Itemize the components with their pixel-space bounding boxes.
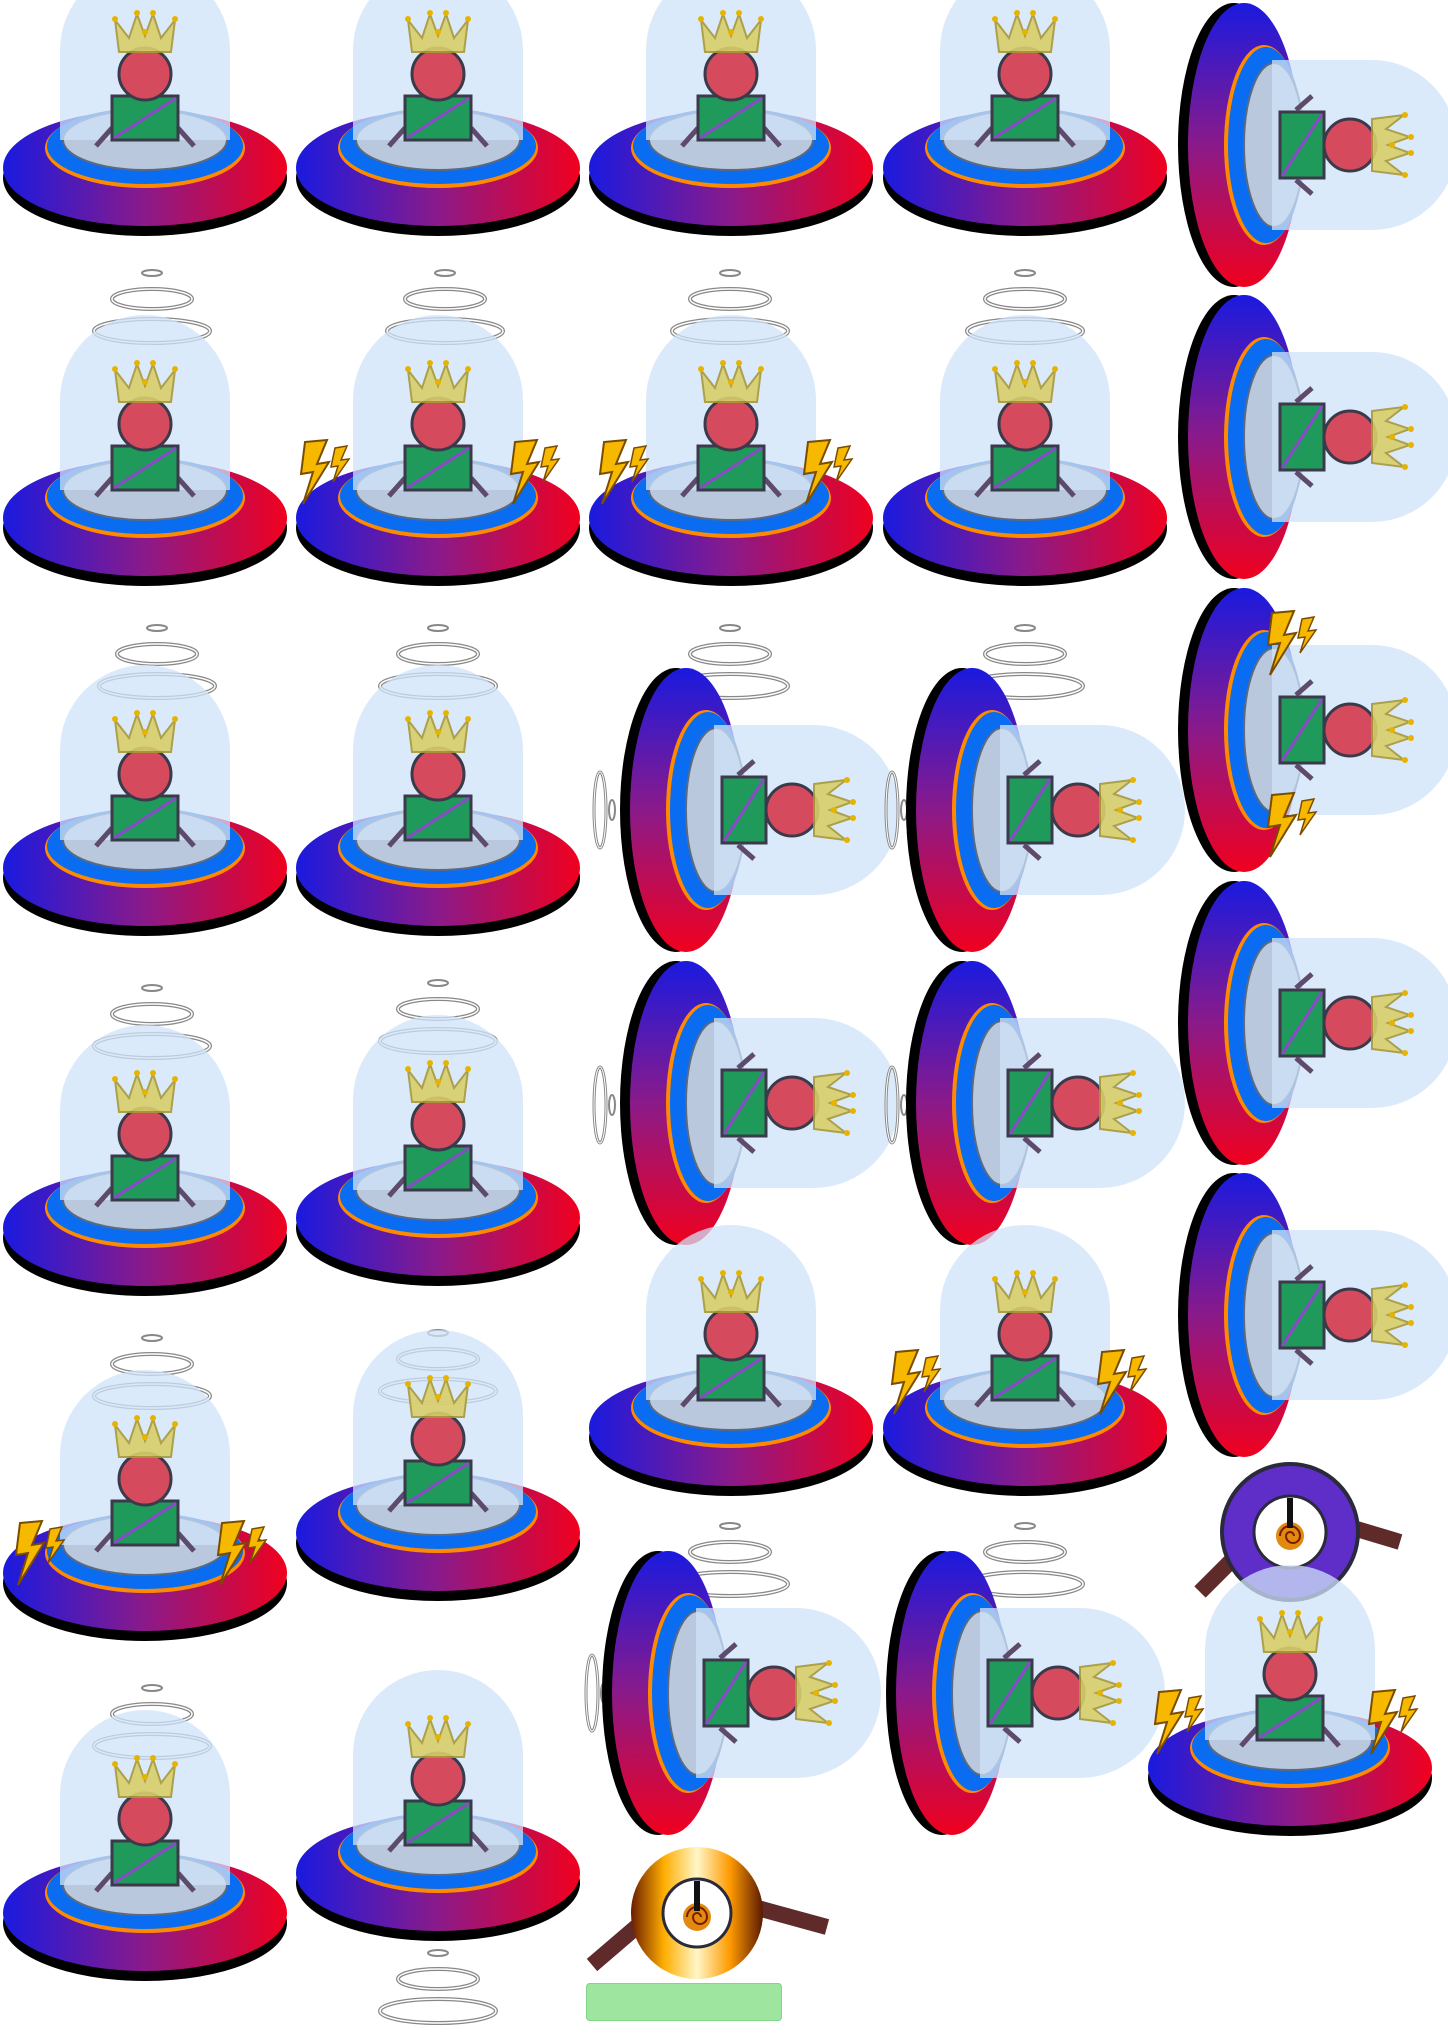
ufo-robot-sprite [614, 665, 904, 955]
ufo-robot-icon [1178, 881, 1448, 1165]
tractor-beam-rings-icon [592, 770, 617, 850]
ufo-robot-sprite [880, 1260, 1170, 1550]
ufo-robot-sprite [1145, 1600, 1435, 1890]
ufo-robot-icon [906, 961, 1185, 1245]
ufo-robot-sprite [1172, 878, 1448, 1168]
ufo-robot-sprite [614, 958, 904, 1248]
ufo-robot-sprite [586, 0, 876, 290]
health-bar [586, 1983, 782, 2021]
ufo-robot-sprite [0, 1060, 290, 1350]
ufo-robot-sprite [900, 958, 1190, 1248]
ufo-robot-sprite [1172, 1170, 1448, 1460]
ufo-robot-sprite [1172, 292, 1448, 582]
ufo-robot-icon [620, 961, 899, 1245]
ufo-robot-sprite [0, 700, 290, 990]
ufo-robot-icon [1178, 295, 1448, 579]
ufo-robot-icon [296, 1015, 580, 1286]
ufo-robot-sprite [293, 1050, 583, 1340]
ufo-robot-sprite [596, 1548, 886, 1838]
ufo-robot-icon [589, 0, 873, 236]
ufo-robot-icon [3, 1710, 287, 1981]
spiral-eye-creature [582, 1845, 842, 1995]
ufo-robot-icon [620, 668, 899, 952]
ufo-robot-icon [3, 1370, 287, 1641]
ufo-robot-icon [3, 1025, 287, 1296]
ufo-robot-icon [589, 1225, 873, 1496]
ufo-robot-sprite [293, 0, 583, 290]
ufo-robot-sprite [1172, 0, 1448, 290]
ufo-robot-icon [296, 1330, 580, 1601]
ufo-robot-icon [602, 1551, 881, 1835]
ufo-robot-sprite [0, 1405, 290, 1695]
ufo-robot-sprite [0, 0, 290, 290]
ufo-robot-sprite [880, 1548, 1170, 1838]
ufo-robot-icon [296, 665, 580, 936]
ufo-robot-sprite [1172, 585, 1448, 875]
ufo-robot-sprite [293, 700, 583, 990]
ufo-robot-sprite [0, 350, 290, 640]
ufo-robot-sprite [880, 0, 1170, 290]
ufo-robot-icon [883, 315, 1167, 586]
ufo-robot-sprite [586, 350, 876, 640]
ufo-robot-icon [3, 665, 287, 936]
ufo-robot-icon [296, 0, 580, 236]
ufo-robot-icon [1178, 1173, 1448, 1457]
ufo-robot-sprite [880, 350, 1170, 640]
ufo-robot-icon [886, 1551, 1165, 1835]
ufo-robot-icon [883, 0, 1167, 236]
tractor-beam-rings-icon [592, 1065, 617, 1145]
ufo-robot-icon [3, 0, 287, 236]
ufo-robot-icon [589, 315, 873, 586]
ufo-robot-sprite [293, 1365, 583, 1655]
ufo-robot-icon [3, 315, 287, 586]
spiral-eye-icon [586, 1847, 830, 1979]
tractor-beam-rings-icon [378, 1948, 498, 2025]
ufo-robot-icon [906, 668, 1185, 952]
ufo-robot-sprite [0, 1745, 290, 2035]
ufo-robot-icon [1178, 3, 1448, 287]
ufo-robot-sprite [586, 1260, 876, 1550]
ufo-robot-sprite [293, 350, 583, 640]
ufo-robot-icon [296, 1670, 580, 1941]
ufo-robot-sprite [900, 665, 1190, 955]
tractor-beam-rings [373, 1945, 503, 2025]
